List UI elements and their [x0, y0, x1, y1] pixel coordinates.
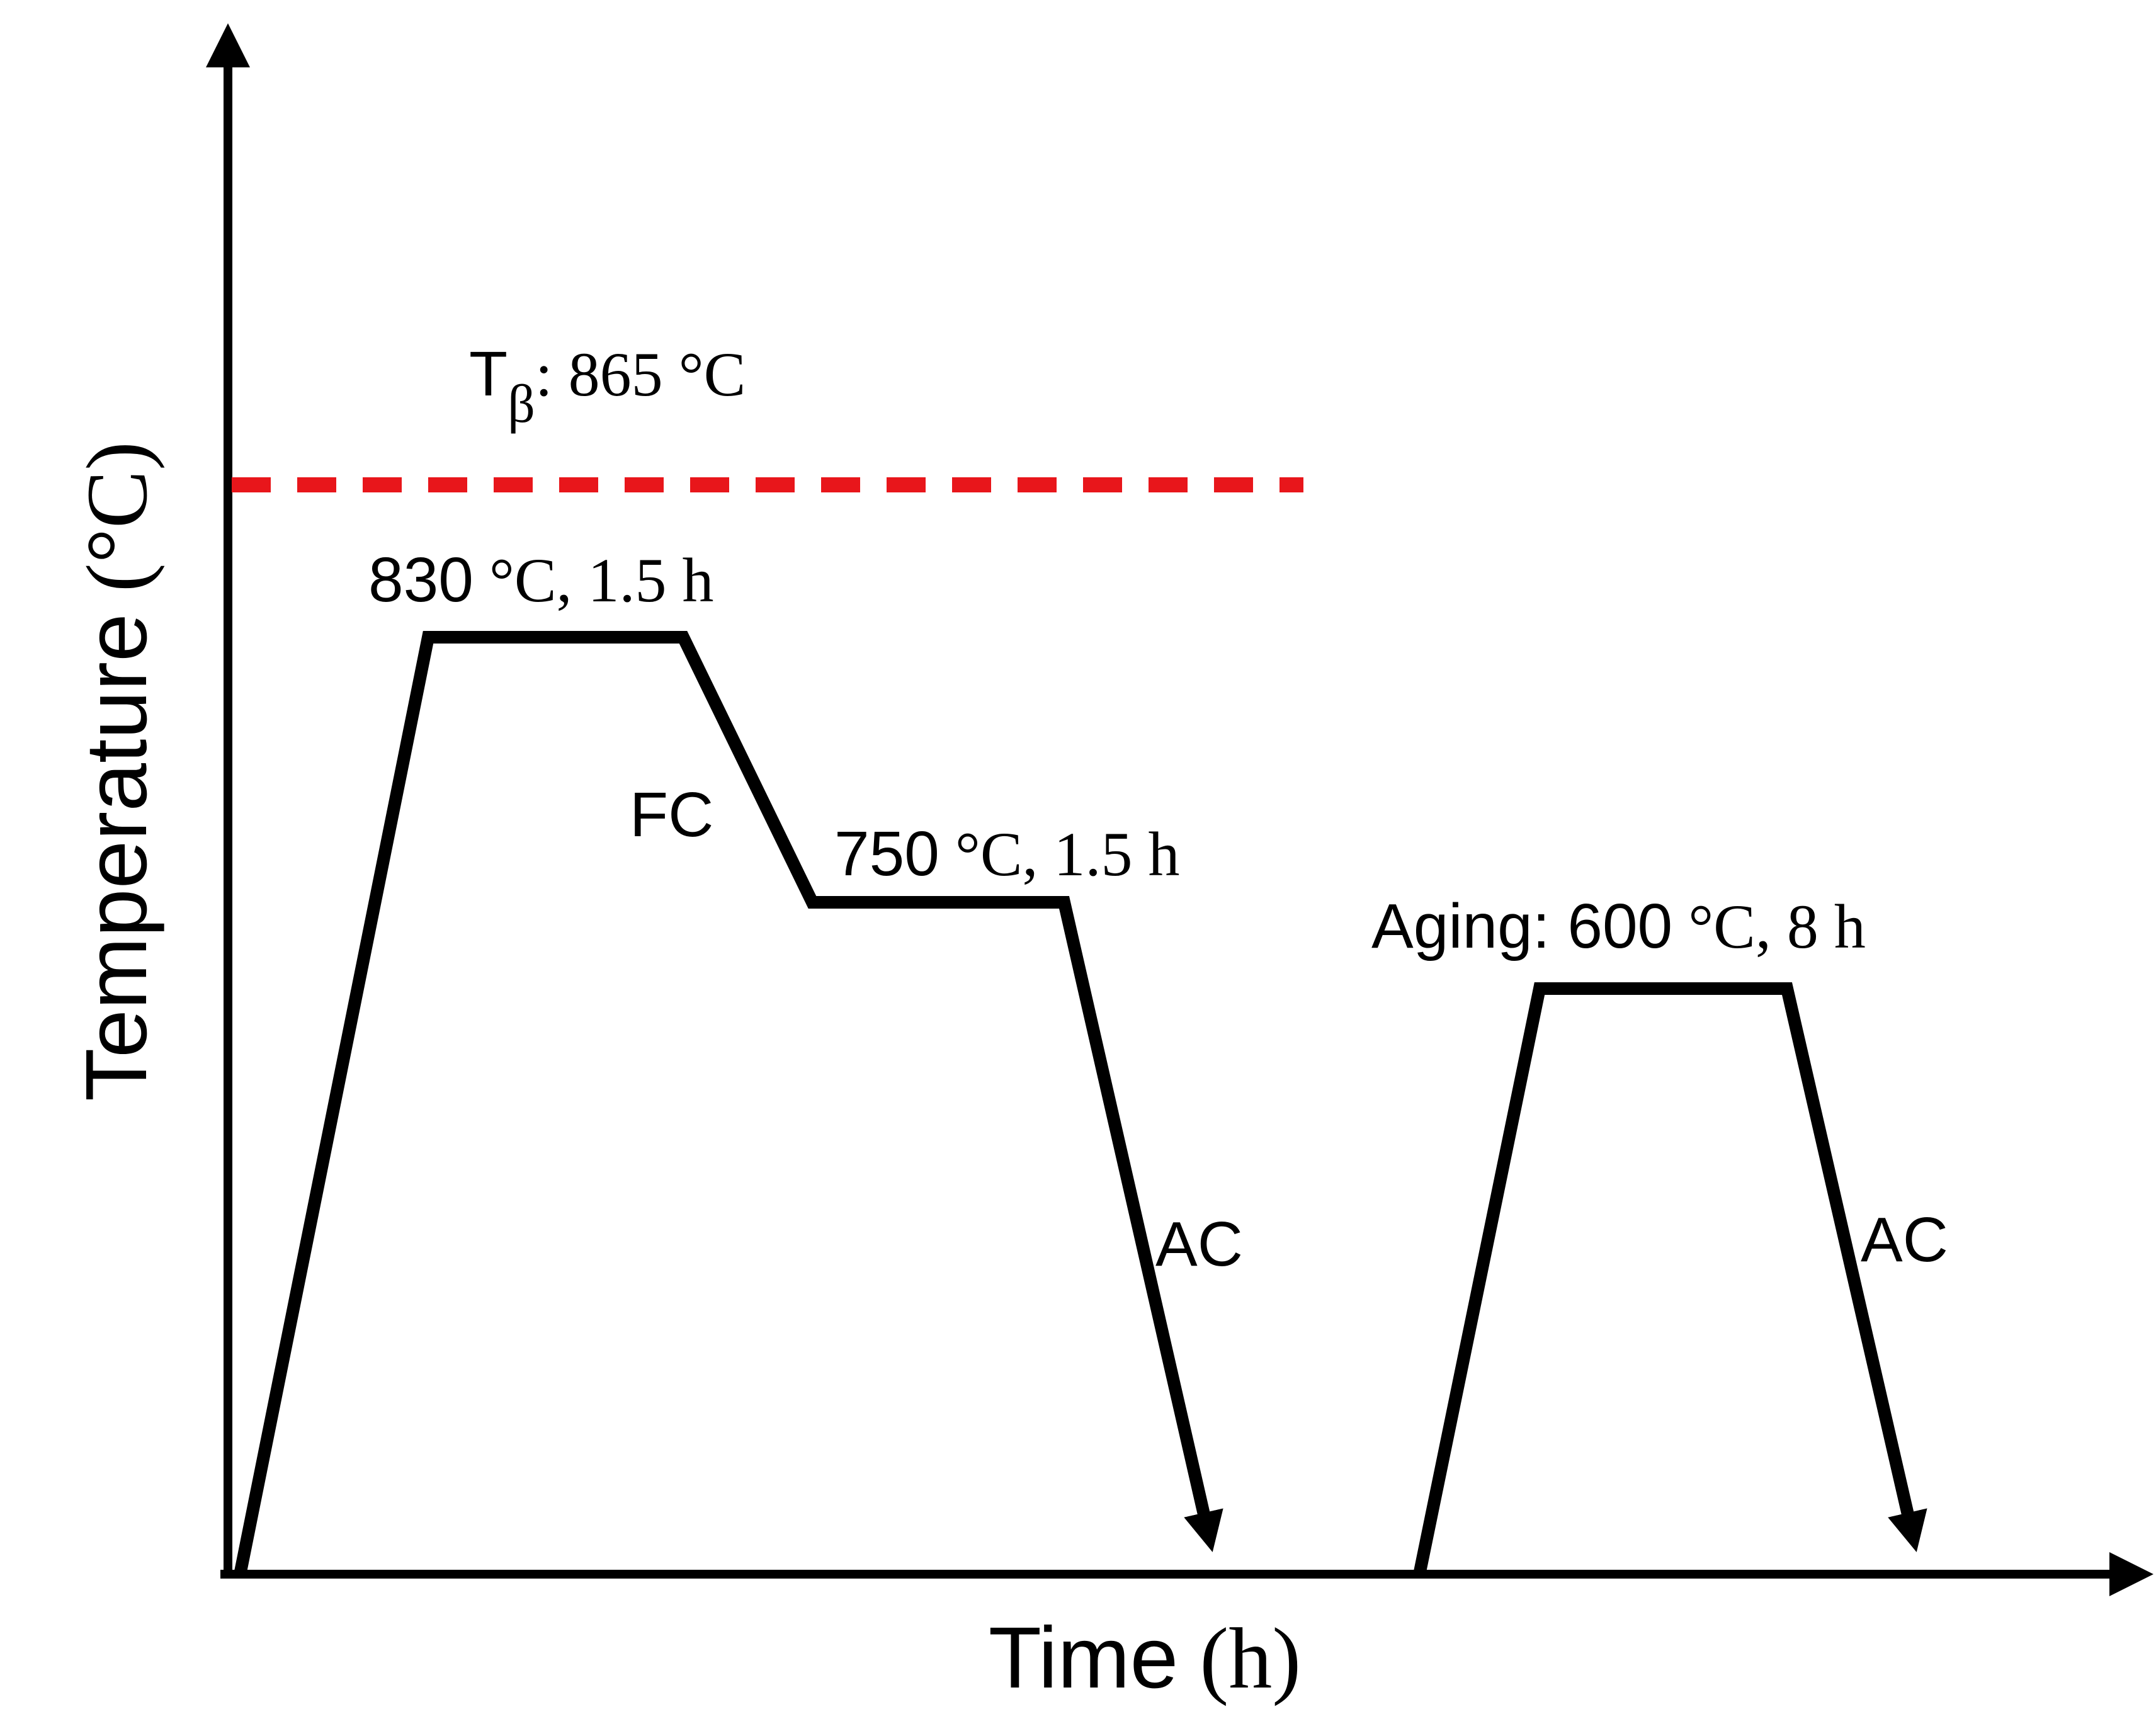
solution-1-temp-number: 830	[368, 545, 474, 615]
beta-transus-subscript: β	[508, 373, 535, 434]
x-axis-label-main: Time	[989, 1609, 1179, 1706]
beta-transus-label: Tβ: 865 °C	[469, 339, 746, 434]
aging-label-rest: °C, 8 h	[1672, 892, 1866, 962]
beta-transus-value: : 865 °C	[535, 339, 746, 409]
x-axis-label-unit: (h)	[1200, 1610, 1301, 1706]
solution-2-label: 750 °C, 1.5 h	[834, 819, 1180, 889]
x-axis-label: Time (h)	[989, 1609, 1301, 1706]
aging-curve	[1414, 982, 1927, 1574]
solution-1-temp-rest: °C, 1.5 h	[474, 545, 714, 615]
solution-2-temp-number: 750	[834, 819, 939, 889]
beta-transus-symbol: T	[469, 339, 508, 409]
solution-treatment-curve	[234, 631, 1223, 1573]
air-cooling-label-1: AC	[1155, 1209, 1243, 1279]
y-axis-label: Temperature (°C)	[68, 441, 165, 1101]
y-axis-label-main: Temperature	[68, 613, 165, 1101]
air-cooling-label-2: AC	[1861, 1205, 1948, 1275]
aging-label-prefix: Aging: 600	[1371, 891, 1672, 962]
solution-2-temp-rest: °C, 1.5 h	[939, 819, 1180, 889]
solution-1-label: 830 °C, 1.5 h	[368, 545, 714, 615]
aging-label: Aging: 600 °C, 8 h	[1371, 891, 1866, 962]
y-axis-label-unit: (°C)	[69, 441, 165, 592]
furnace-cooling-label: FC	[630, 780, 713, 850]
